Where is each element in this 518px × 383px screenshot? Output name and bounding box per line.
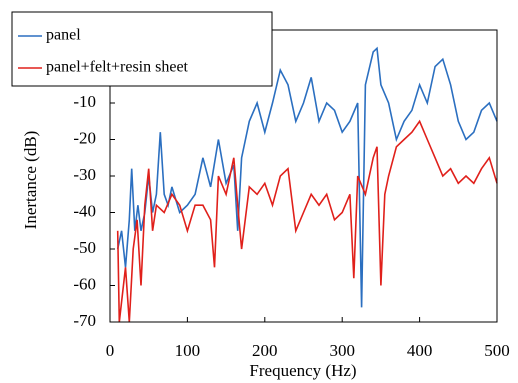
- x-tick-label: 400: [407, 341, 433, 360]
- y-axis-label: Inertance (dB): [21, 131, 40, 230]
- y-tick-label: -70: [73, 311, 96, 330]
- x-tick-label: 300: [329, 341, 355, 360]
- x-tick-label: 500: [484, 341, 510, 360]
- y-tick-label: -50: [73, 238, 96, 257]
- y-tick-label: -60: [73, 274, 96, 293]
- y-tick-label: -40: [73, 201, 96, 220]
- y-tick-label: -30: [73, 165, 96, 184]
- x-tick-label: 0: [106, 341, 115, 360]
- plot-frame: [109, 29, 498, 323]
- legend-label: panel+felt+resin sheet: [46, 59, 189, 76]
- x-axis-label: Frequency (Hz): [249, 361, 356, 380]
- line: [116, 46, 498, 308]
- legend-box: [11, 11, 273, 87]
- legend-label: panel: [46, 27, 81, 44]
- y-tick-label: -10: [73, 92, 96, 111]
- x-tick-label: 100: [175, 341, 201, 360]
- line: [116, 119, 498, 323]
- y-tick-label: -20: [73, 128, 96, 147]
- x-tick-label: 200: [252, 341, 278, 360]
